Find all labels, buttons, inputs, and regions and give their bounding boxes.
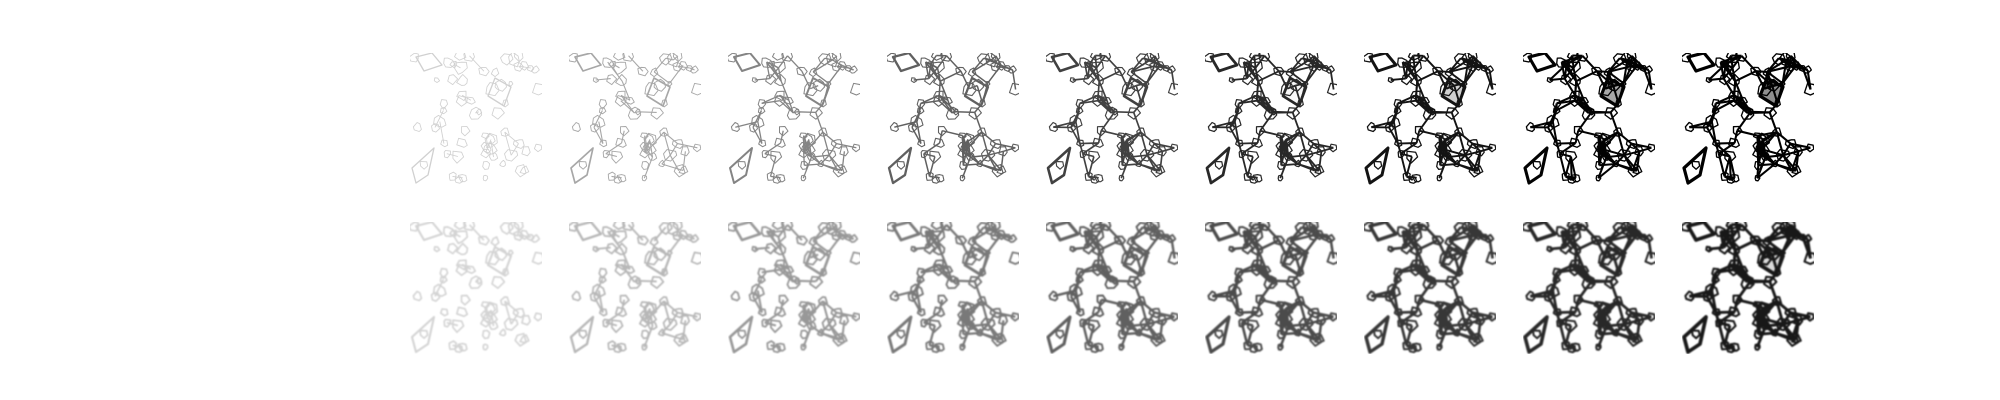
row-sharp-panel-3 bbox=[728, 53, 860, 185]
row-sharp-panel-6-pattern bbox=[1205, 53, 1337, 185]
row-blurred-panel-9-pattern bbox=[1682, 222, 1814, 354]
row-blurred-panel-5 bbox=[1046, 222, 1178, 354]
row-blurred-panel-3 bbox=[728, 222, 860, 354]
row-blurred-panel-4 bbox=[887, 222, 1019, 354]
row-sharp-panel-5 bbox=[1046, 53, 1178, 185]
row-sharp-panel-5-pattern bbox=[1046, 53, 1178, 185]
row-blurred-panel-3-pattern bbox=[728, 222, 860, 354]
row-blurred-panel-8-pattern bbox=[1523, 222, 1655, 354]
row-sharp-panel-7-pattern bbox=[1364, 53, 1496, 185]
row-sharp-panel-9-pattern bbox=[1682, 53, 1814, 185]
row-sharp-panel-9 bbox=[1682, 53, 1814, 185]
row-sharp-panel-7 bbox=[1364, 53, 1496, 185]
row-sharp-panel-4-pattern bbox=[887, 53, 1019, 185]
row-blurred-panel-2-pattern bbox=[569, 222, 701, 354]
row-sharp-panel-1 bbox=[410, 53, 542, 185]
row-sharp-panel-2 bbox=[569, 53, 701, 185]
row-sharp-panel-3-pattern bbox=[728, 53, 860, 184]
row-blurred-panel-5-pattern bbox=[1046, 222, 1178, 354]
row-blurred-panel-2 bbox=[569, 222, 701, 354]
row-blurred-panel-6 bbox=[1205, 222, 1337, 354]
row-blurred-panel-1-pattern bbox=[410, 222, 542, 354]
row-blurred-panel-4-pattern bbox=[887, 222, 1019, 354]
row-blurred-panel-6-pattern bbox=[1205, 222, 1337, 354]
row-blurred-panel-7 bbox=[1364, 222, 1496, 354]
row-blurred-panel-7-pattern bbox=[1364, 222, 1496, 354]
row-sharp-panel-8 bbox=[1523, 53, 1655, 185]
row-blurred-panel-1 bbox=[410, 222, 542, 354]
row-blurred-panel-8 bbox=[1523, 222, 1655, 354]
row-sharp-panel-4 bbox=[887, 53, 1019, 185]
row-blurred-panel-9 bbox=[1682, 222, 1814, 354]
row-sharp-panel-8-pattern bbox=[1523, 53, 1655, 185]
row-sharp-panel-2-pattern bbox=[569, 53, 701, 184]
row-sharp-panel-6 bbox=[1205, 53, 1337, 185]
row-sharp-panel-1-pattern bbox=[410, 53, 542, 184]
